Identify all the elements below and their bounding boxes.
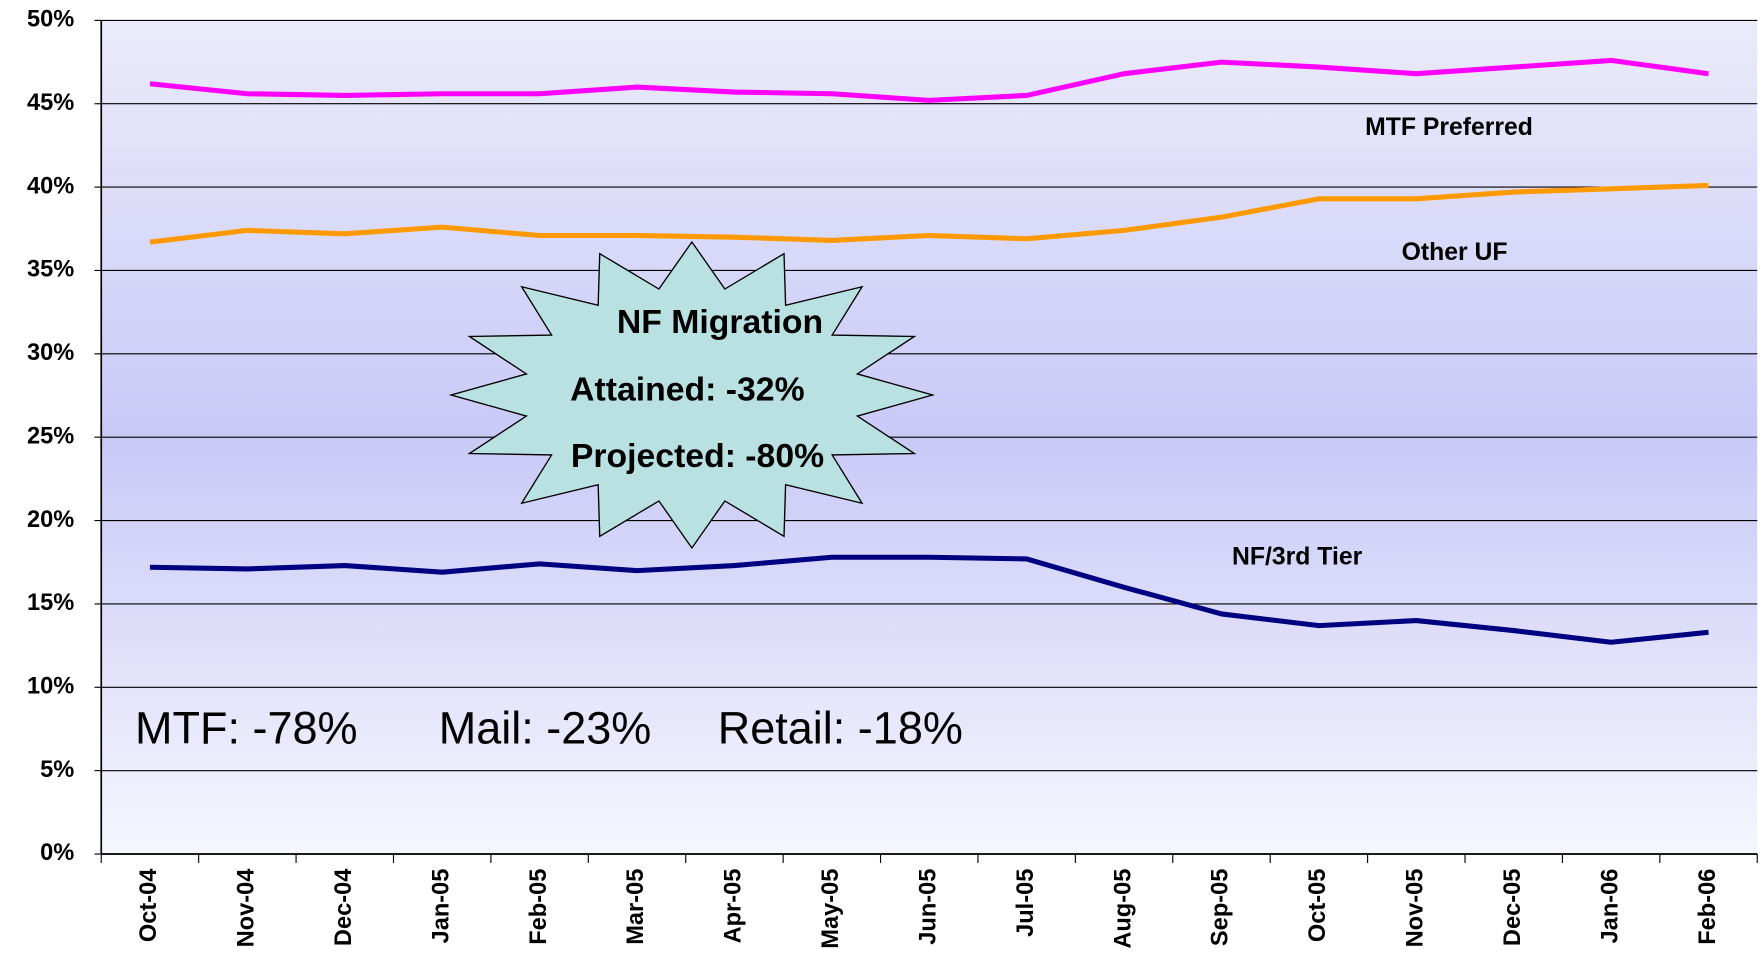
y-tick-label: 35%: [27, 257, 74, 283]
annotation: MTF: -78%: [135, 702, 358, 753]
x-tick-label: Jul-05: [1013, 869, 1039, 937]
series-line: [149, 554, 1709, 645]
x-tick-label: Mar-05: [623, 869, 649, 945]
x-tick-label: Oct-04: [136, 869, 162, 942]
y-tick-label: 30%: [27, 340, 74, 366]
series-label: MTF Preferred: [1365, 114, 1533, 141]
y-tick-label: 20%: [27, 507, 74, 533]
x-tick-label: Jan-05: [428, 869, 454, 944]
series-label: Other UF: [1402, 239, 1508, 266]
annotation: Retail: -18%: [718, 702, 963, 753]
y-tick-label: 0%: [40, 840, 74, 866]
y-tick-label: 40%: [27, 173, 74, 199]
callout-text: Projected: -80%: [571, 437, 824, 475]
annotation: Mail: -23%: [439, 702, 652, 753]
callout-text: Attained: -32%: [570, 371, 804, 409]
y-tick-label: 5%: [40, 757, 74, 783]
x-tick-label: Dec-04: [331, 869, 357, 946]
y-tick-label: 50%: [27, 7, 74, 33]
callout-text: NF Migration: [617, 303, 823, 341]
x-tick-label: Jan-06: [1597, 869, 1623, 944]
x-tick-label: Feb-06: [1695, 869, 1721, 945]
x-tick-label: Dec-05: [1500, 869, 1526, 946]
y-tick-label: 10%: [27, 674, 74, 700]
x-tick-label: May-05: [818, 869, 844, 949]
x-tick-label: Nov-05: [1403, 869, 1429, 948]
series-line: [149, 57, 1709, 103]
callout-burst: [448, 240, 936, 550]
y-tick-label: 25%: [27, 423, 74, 449]
x-tick-label: Oct-05: [1305, 869, 1331, 942]
y-tick-label: 45%: [27, 90, 74, 116]
x-tick-label: Aug-05: [1110, 869, 1136, 949]
x-tick-label: Apr-05: [721, 869, 747, 944]
series-label: NF/3rd Tier: [1232, 544, 1363, 571]
x-tick-label: Nov-04: [234, 869, 260, 948]
series-line: [149, 182, 1709, 245]
x-tick-label: Sep-05: [1208, 869, 1234, 946]
x-tick-label: Feb-05: [526, 869, 552, 945]
y-tick-label: 15%: [27, 590, 74, 616]
x-tick-label: Jun-05: [915, 869, 941, 945]
